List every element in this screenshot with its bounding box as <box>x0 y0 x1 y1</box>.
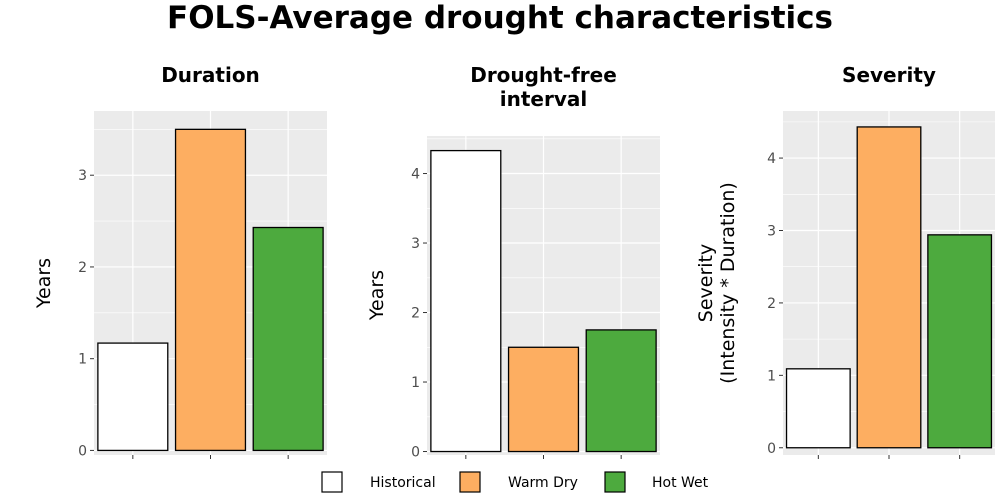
bar-historical <box>785 368 851 449</box>
panel-title: Drought-free interval <box>470 63 617 111</box>
y-axis-label: Severity(Intensity * Duration) <box>695 182 739 384</box>
chart-panels: 0 1 2 3 Duration Years 0 1 2 3 4 Drought-free interv… <box>33 63 995 461</box>
y-tick-label: 2 <box>767 296 776 312</box>
y-tick-label: 1 <box>411 375 420 391</box>
y-tick-label: 2 <box>411 306 420 322</box>
y-tick-label: 1 <box>78 352 87 368</box>
panel-title: Severity <box>842 63 936 87</box>
panel-drought-free-interval: 0 1 2 3 4 Drought-free interval Years <box>366 63 660 461</box>
y-tick-label: 3 <box>767 223 776 239</box>
figure-title: FOLS-Average drought characteristics <box>167 0 833 36</box>
bar-historical <box>430 149 502 453</box>
y-tick-label: 0 <box>78 443 87 459</box>
legend-item-historical: Historical <box>321 471 436 493</box>
panel-duration: 0 1 2 3 Duration Years <box>33 63 327 459</box>
bar-hot-wet <box>927 234 993 449</box>
y-tick-label: 0 <box>411 445 420 461</box>
legend-swatch <box>604 471 626 493</box>
y-tick-label: 2 <box>78 260 87 276</box>
legend-item-hot-wet: Hot Wet <box>604 471 709 493</box>
bar-hot-wet <box>585 329 657 453</box>
legend: Historical Warm Dry Hot Wet <box>321 471 709 493</box>
legend-swatch <box>459 471 481 493</box>
y-tick-label: 3 <box>411 236 420 252</box>
legend-swatch <box>321 471 343 493</box>
y-tick-label: 1 <box>767 368 776 384</box>
panel-title: Duration <box>161 63 260 87</box>
bar-warm-dry <box>174 128 247 452</box>
legend-item-warm-dry: Warm Dry <box>459 471 578 493</box>
bar-hot-wet <box>252 226 324 452</box>
y-axis-label: Years <box>33 258 55 309</box>
legend-label: Historical <box>370 475 436 491</box>
legend-label: Hot Wet <box>652 475 709 491</box>
bar-historical <box>97 342 169 452</box>
y-tick-label: 3 <box>78 168 87 184</box>
legend-label: Warm Dry <box>508 475 578 491</box>
bar-warm-dry <box>507 346 580 453</box>
y-tick-label: 0 <box>767 441 776 457</box>
y-tick-label: 4 <box>411 167 420 183</box>
y-tick-label: 4 <box>767 151 776 167</box>
panel-severity: 0 1 2 3 4 Severity Severity(Intensity * Durati… <box>695 63 995 459</box>
y-axis-label: Years <box>366 270 388 321</box>
bar-warm-dry <box>856 126 922 449</box>
